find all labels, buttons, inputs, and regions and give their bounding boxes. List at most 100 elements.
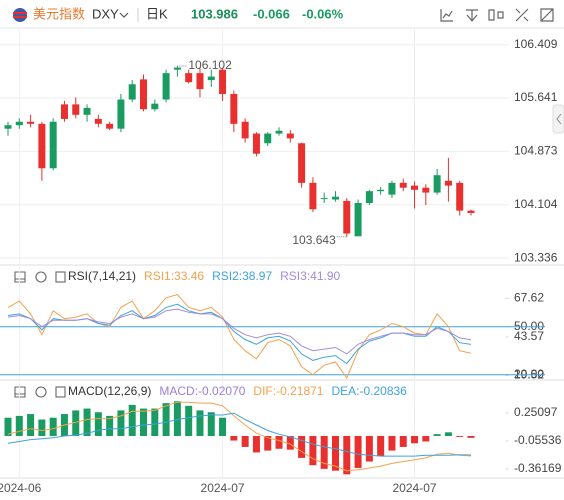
candle-body [456, 182, 464, 211]
dropdown-arrow[interactable] [119, 12, 129, 18]
tool-icon[interactable] [440, 9, 453, 22]
macd-bar [309, 435, 317, 466]
x-tick-label: 2024-06 [0, 481, 42, 495]
panel-icon[interactable] [14, 271, 26, 283]
candle-body [38, 123, 46, 169]
legend-entry: DEA:-0.20836 [331, 384, 407, 398]
x-tick-label: 2024-07 [201, 481, 245, 495]
macd-bar [140, 408, 148, 436]
y-tick-label: 105.641 [514, 90, 558, 104]
candle-body [286, 133, 294, 139]
legend-entry: RSI3:41.90 [280, 269, 340, 283]
panel-title: MACD(12,26,9) [68, 384, 151, 398]
y-tick-label: -0.36169 [514, 461, 562, 475]
y-tick-label: 104.104 [514, 197, 558, 211]
price: 103.986 [191, 6, 238, 21]
instrument-name[interactable]: 美元指数 [33, 6, 85, 21]
candle-body [60, 104, 68, 119]
macd-bar [354, 435, 362, 468]
macd-bar [343, 435, 351, 475]
macd-bar [185, 405, 193, 436]
candle-body [309, 182, 317, 210]
flag-stripe [13, 16, 27, 18]
y-tick-label: 67.62 [514, 291, 544, 305]
candle-body [15, 121, 23, 126]
candle-body [388, 182, 396, 195]
rsi-line [7, 308, 472, 355]
candle-body [377, 189, 385, 192]
macd-bar [230, 435, 238, 441]
candle-body [399, 182, 407, 188]
high-annotation: 106.102 [188, 58, 232, 72]
macd-bar [49, 417, 57, 436]
tool-icon[interactable] [488, 9, 504, 21]
header: 美元指数 DXY 日K 103.986 -0.066 -0.06% [0, 6, 564, 29]
macd-bar [298, 435, 306, 458]
macd-bar [252, 435, 260, 453]
macd-bar [444, 432, 452, 436]
macd-bar [196, 410, 204, 436]
legend-entry: RSI1:33.46 [144, 269, 204, 283]
candle-body [467, 210, 475, 213]
macd-bar [388, 435, 396, 451]
macd-bar [83, 408, 91, 436]
y-tick-label: 106.409 [514, 37, 558, 51]
macd-bar [207, 412, 215, 436]
macd-bar [399, 435, 407, 447]
panel-icon[interactable] [55, 271, 66, 283]
x-tick-label: 2024-07 [393, 481, 437, 495]
candle-body [207, 76, 215, 81]
candle-body [275, 130, 283, 134]
macd-bar [106, 415, 114, 436]
macd-bar [38, 419, 46, 436]
macd-bar [15, 415, 23, 436]
y-tick-label: 50.00 [514, 319, 544, 333]
candle-body [27, 121, 35, 124]
macd-bar [4, 417, 12, 436]
macd-bar [411, 435, 419, 444]
tool-icon[interactable] [466, 9, 478, 22]
tool-icon[interactable] [515, 8, 529, 22]
candle-body [162, 73, 170, 100]
candle-body [173, 67, 181, 70]
candle-body [298, 143, 306, 183]
low-annotation: 103.643 [292, 233, 336, 247]
y-tick-label: 43.57 [514, 329, 544, 343]
instrument-symbol[interactable]: DXY [92, 6, 119, 21]
y-tick-label: -0.05536 [514, 433, 562, 447]
period[interactable]: 日K [146, 6, 168, 21]
macd-bar [94, 412, 102, 436]
legend-entry: RSI2:38.97 [212, 269, 272, 283]
macd-bar [128, 404, 136, 436]
candle-body [241, 121, 249, 139]
y-tick-label: 20.00 [514, 367, 544, 381]
candle-body [444, 180, 452, 186]
legend-entry: DIF:-0.21871 [253, 384, 323, 398]
macd-bar [275, 435, 283, 449]
panel-icon[interactable] [14, 386, 26, 398]
candle-body [365, 191, 373, 203]
candle-body [117, 99, 125, 129]
side-tab[interactable] [552, 104, 564, 134]
change: -0.066 [253, 6, 290, 21]
panel-icon[interactable] [55, 386, 66, 398]
side-tab-box[interactable] [552, 104, 564, 134]
candle-body [433, 175, 441, 193]
y-tick-label: 104.873 [514, 144, 558, 158]
y-tick-label: 103.336 [514, 250, 558, 264]
macd-bar [331, 435, 339, 471]
candle-body [128, 84, 136, 100]
settings-icon[interactable] [35, 271, 47, 283]
y-tick-label: 0.25097 [514, 405, 558, 419]
tool-icon[interactable] [540, 8, 554, 22]
candle-body [252, 133, 260, 154]
macd-bar [173, 401, 181, 436]
settings-icon[interactable] [35, 386, 47, 398]
macd-bar [219, 417, 227, 436]
macd-bar [433, 434, 441, 436]
candle-body [185, 73, 193, 83]
flag-stripe [13, 12, 27, 14]
candle-body [411, 185, 419, 190]
legend-entry: MACD:-0.02070 [159, 384, 245, 398]
